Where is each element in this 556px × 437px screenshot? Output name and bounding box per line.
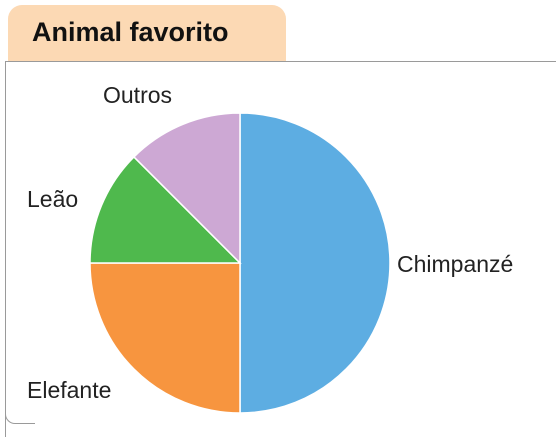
pie-chart: Chimpanzé Elefante Leão Outros xyxy=(27,82,513,414)
chart-frame xyxy=(5,61,556,437)
pie-labels: Chimpanzé Elefante Leão Outros xyxy=(27,82,513,403)
pie-slice-4 xyxy=(132,112,241,265)
pie-label-4: Outros xyxy=(103,82,172,108)
pie-slice-1 xyxy=(239,112,391,414)
pie-slice-3 xyxy=(89,155,242,264)
chart-title: Animal favorito xyxy=(32,17,229,47)
pie-label-2: Elefante xyxy=(27,377,111,403)
chart-frame-corner xyxy=(5,400,35,424)
pie-label-3: Leão xyxy=(27,186,78,212)
pie-slice-2 xyxy=(89,262,241,414)
pie-label-1: Chimpanzé xyxy=(397,251,513,277)
pie-slices xyxy=(89,112,391,414)
chart-title-tab: Animal favorito xyxy=(8,5,286,61)
